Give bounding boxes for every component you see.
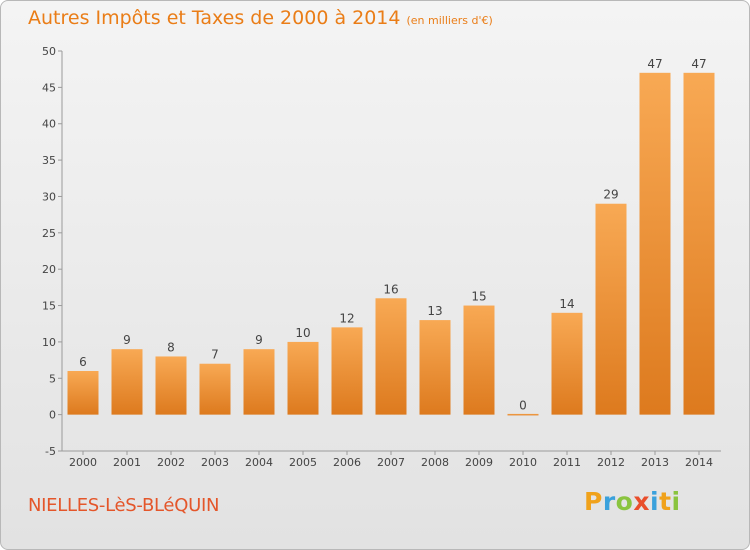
y-tick-label: 50 — [42, 45, 56, 58]
bar — [507, 413, 539, 416]
logo-letter: P — [584, 487, 603, 516]
y-tick-label: 0 — [49, 409, 56, 422]
bar — [243, 349, 275, 415]
bar — [639, 72, 671, 415]
logo-letter: i — [671, 487, 681, 516]
x-tick-label: 2009 — [465, 456, 493, 469]
bar — [683, 72, 715, 415]
x-tick-label: 2012 — [597, 456, 625, 469]
title-unit: (en milliers d'€) — [406, 14, 493, 27]
logo-letter: t — [659, 487, 672, 516]
town-name: NIELLES-LèS-BLéQUIN — [28, 495, 220, 516]
x-tick-label: 2013 — [641, 456, 669, 469]
data-label: 47 — [691, 57, 706, 71]
x-tick-label: 2008 — [421, 456, 449, 469]
x-tick-label: 2002 — [157, 456, 185, 469]
y-tick-label: 20 — [42, 263, 56, 276]
x-tick-label: 2014 — [685, 456, 713, 469]
y-tick-label: 15 — [42, 300, 56, 313]
data-label: 47 — [647, 57, 662, 71]
bar — [287, 341, 319, 415]
data-label: 14 — [559, 297, 574, 311]
x-tick-label: 2007 — [377, 456, 405, 469]
y-tick-label: 30 — [42, 190, 56, 203]
y-tick-label: 45 — [42, 81, 56, 94]
bar — [595, 203, 627, 415]
x-tick-label: 2010 — [509, 456, 537, 469]
y-tick-label: 10 — [42, 336, 56, 349]
x-tick-label: 2004 — [245, 456, 273, 469]
data-label: 0 — [519, 399, 527, 413]
y-tick-label: 35 — [42, 154, 56, 167]
logo-letter: x — [633, 487, 650, 516]
data-label: 16 — [383, 282, 398, 296]
chart-title: Autres Impôts et Taxes de 2000 à 2014 (en… — [28, 7, 493, 29]
bar — [463, 305, 495, 415]
bar — [155, 356, 187, 415]
data-labels: 6 9 8 7 9 10 12 16 13 15 0 14 29 47 47 — [79, 57, 706, 413]
bar — [331, 327, 363, 415]
y-tick-label: 40 — [42, 118, 56, 131]
y-tick-label: 25 — [42, 227, 56, 240]
data-label: 6 — [79, 355, 87, 369]
data-label: 9 — [255, 333, 263, 347]
logo-letter: r — [602, 487, 616, 516]
data-label: 9 — [123, 333, 131, 347]
logo-letter: i — [650, 487, 660, 516]
bar — [551, 312, 583, 415]
x-tick-label: 2000 — [69, 456, 97, 469]
data-label: 15 — [471, 290, 486, 304]
logo-letter: o — [615, 487, 634, 516]
bar — [67, 371, 99, 415]
data-label: 13 — [427, 304, 442, 318]
x-tick-label: 2011 — [553, 456, 581, 469]
bars — [67, 72, 715, 416]
x-tick-label: 2001 — [113, 456, 141, 469]
bar — [375, 298, 407, 415]
x-tick-label: 2005 — [289, 456, 317, 469]
proxiti-logo: Proxiti — [584, 487, 681, 516]
data-label: 10 — [295, 326, 310, 340]
bar — [199, 363, 231, 415]
axes: -5 0 5 10 15 20 25 30 35 40 45 50 2000 2001 2002 2003 20… — [42, 45, 721, 469]
title-main: Autres Impôts et Taxes de 2000 à 2014 — [28, 7, 401, 29]
bar — [111, 349, 143, 415]
x-tick-label: 2006 — [333, 456, 361, 469]
y-tick-label: 5 — [49, 372, 56, 385]
data-label: 12 — [339, 311, 354, 325]
y-tick-label: -5 — [45, 445, 56, 458]
x-tick-label: 2003 — [201, 456, 229, 469]
bar — [419, 320, 451, 415]
data-label: 7 — [211, 348, 219, 362]
data-label: 8 — [167, 340, 175, 354]
data-label: 29 — [603, 188, 618, 202]
